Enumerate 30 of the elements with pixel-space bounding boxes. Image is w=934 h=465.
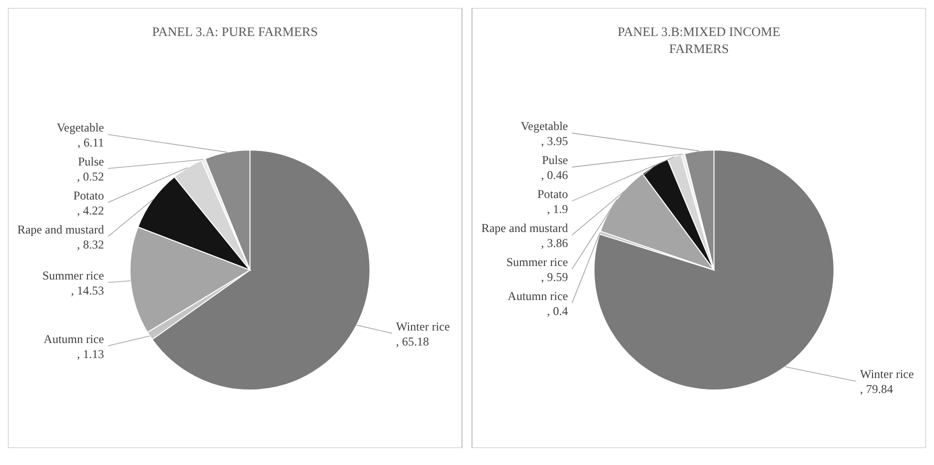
data-label: , 1.9: [547, 202, 568, 216]
slice-label: Potato: [537, 187, 568, 202]
data-label: , 9.59: [541, 270, 568, 284]
slice-label: Winter rice: [396, 319, 450, 334]
data-label: , 79.84: [860, 382, 893, 396]
data-label: , 65.18: [396, 334, 429, 348]
slice-label: Summer rice: [42, 268, 104, 282]
slice-label: Autumn rice: [508, 289, 568, 304]
slice-label: Vegetable: [520, 119, 568, 134]
data-label: , 0.46: [541, 168, 568, 182]
data-label: , 3.95: [541, 134, 568, 148]
data-label: , 0.4: [547, 304, 568, 318]
chart-title: PANEL 3.A: PURE FARMERS: [152, 24, 318, 39]
data-label: , 4.22: [77, 204, 104, 218]
data-label: , 1.13: [77, 346, 104, 361]
slice-label: Autumn rice: [44, 332, 104, 346]
slice-label: Winter rice: [860, 367, 914, 382]
chart-title: PANEL 3.B:MIXED INCOME FARMERS: [618, 24, 780, 56]
slice-label: Pulse: [542, 153, 568, 168]
data-label: , 14.53: [71, 283, 104, 298]
data-label: , 0.52: [77, 170, 104, 184]
slice-label: Potato: [73, 188, 104, 203]
slice-label: Rape and mustard: [481, 221, 568, 236]
slice-label: Summer rice: [506, 255, 568, 270]
data-label: , 3.86: [541, 236, 568, 250]
slice-label: Rape and mustard: [17, 222, 104, 237]
data-label: , 8.32: [77, 238, 104, 252]
data-label: , 6.11: [77, 136, 104, 150]
slice-label: Vegetable: [56, 120, 104, 135]
slice-label: Pulse: [78, 154, 104, 169]
